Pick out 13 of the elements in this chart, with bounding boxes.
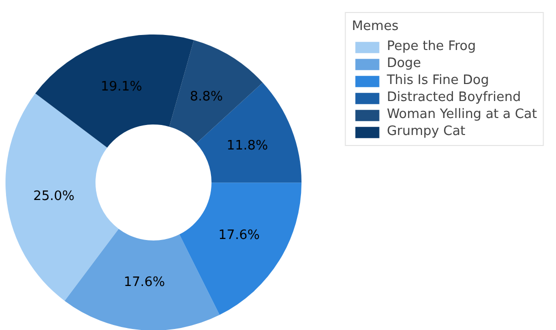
legend-label: Woman Yelling at a Cat xyxy=(386,107,537,122)
data-label: 8.8% xyxy=(190,89,223,104)
legend-label: Pepe the Frog xyxy=(386,39,476,54)
data-label: 19.1% xyxy=(100,80,142,95)
data-label: 17.6% xyxy=(124,275,166,290)
legend-label: Doge xyxy=(386,56,422,71)
legend-label: Distracted Boyfriend xyxy=(386,90,521,105)
legend-title: Memes xyxy=(352,19,400,34)
data-label: 25.0% xyxy=(33,189,75,204)
legend-label: This Is Fine Dog xyxy=(386,73,490,88)
data-label: 11.8% xyxy=(226,138,268,154)
data-label: 17.6% xyxy=(218,228,260,243)
legend-label: Grumpy Cat xyxy=(386,124,466,139)
